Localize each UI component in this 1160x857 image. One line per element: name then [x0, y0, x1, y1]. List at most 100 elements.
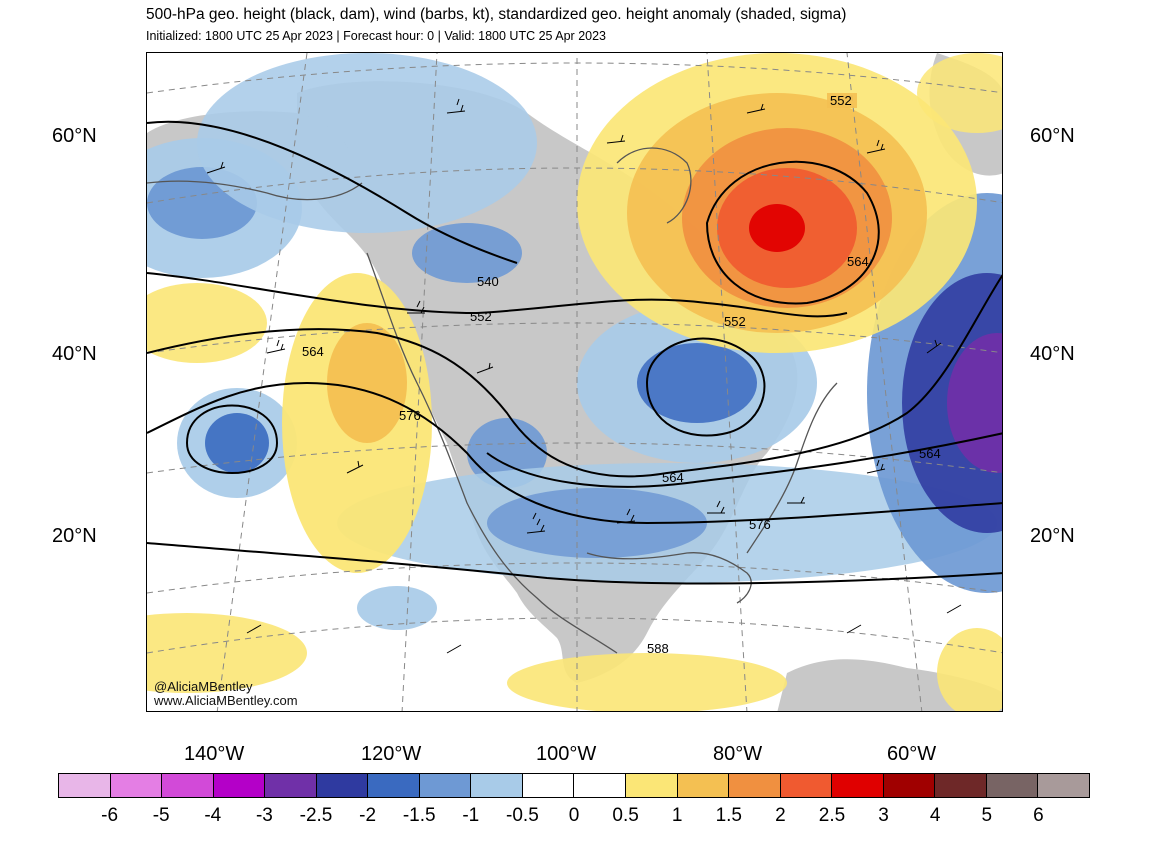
meridian-120w [401, 53, 438, 711]
wind-barb [616, 508, 636, 524]
anomaly-positive-baffin-core [749, 204, 805, 252]
coast-gulf [586, 552, 752, 604]
wind-barb [866, 139, 886, 154]
contour-label: 552 [830, 93, 852, 108]
wind-barb [476, 362, 494, 374]
colorbar-segment [316, 774, 369, 797]
contour-564 [147, 274, 1002, 478]
colorbar-segment [626, 774, 678, 797]
colorbar-tick-label: 2 [775, 805, 786, 826]
chart-title: 500-hPa geo. height (black, dam), wind (… [146, 6, 847, 23]
wind-barb [266, 339, 286, 354]
wind-barb [746, 103, 766, 114]
contour-576 [147, 381, 1002, 525]
colorbar-tick-label: -2.5 [299, 805, 333, 826]
colorbar-tick-label: 5 [981, 805, 993, 826]
contour-588 [147, 542, 1002, 585]
meridian-140w [216, 53, 308, 711]
height-contours [147, 120, 1002, 585]
wind-barb [866, 459, 886, 474]
lat-label-right-40n: 40°N [1030, 343, 1075, 365]
colorbar-tick-label: -1.5 [402, 805, 436, 826]
contour-label: 552 [470, 309, 492, 324]
anomaly-positive-west-coast-core [327, 323, 407, 443]
colorbar-segment [986, 774, 1039, 797]
anomaly-negative-canada [197, 53, 537, 233]
wind-barb [526, 512, 546, 534]
colorbar-segment [59, 774, 111, 797]
colorbar-segment [1038, 774, 1089, 797]
lon-label-140w: 140°W [184, 743, 245, 765]
chart-subtitle: Initialized: 1800 UTC 25 Apr 2023 | Fore… [146, 29, 606, 43]
wind-barb [787, 496, 805, 504]
wind-barb [446, 644, 462, 654]
contour-label: 540 [477, 274, 499, 289]
colorbar-tick-label: 3 [878, 805, 889, 826]
graticule [147, 53, 1002, 711]
contour-576-pacific [185, 404, 279, 474]
wind-barb [407, 300, 425, 314]
colorbar-tick-label: 1.5 [715, 805, 743, 826]
anomaly-negative-ohio-valley-core [637, 343, 757, 423]
contour-label-bg [827, 93, 857, 108]
contour-label: 564 [662, 470, 684, 485]
contour-564-south [486, 432, 1002, 488]
anomaly-positive-central-america [507, 653, 787, 711]
colorbar-tick-label: -2 [359, 805, 377, 826]
contour-label: 564 [302, 344, 324, 359]
contour-label: 576 [399, 408, 421, 423]
parallel-20n [147, 562, 1002, 594]
parallel-40n [147, 322, 1002, 354]
map-panel: 552 564 540 552 552 564 576 564 576 564 … [146, 52, 1003, 712]
colorbar [58, 773, 1090, 798]
contour-552-baffin [705, 160, 880, 305]
lat-label-left-60n: 60°N [52, 125, 97, 147]
parallel-60n [147, 62, 1002, 94]
credit-url: www.AliciaMBentley.com [154, 693, 298, 708]
colorbar-segment [419, 774, 472, 797]
wind-barb [246, 624, 262, 634]
anomaly-positive-south-atlantic [937, 628, 1002, 711]
parallel-50n [147, 167, 1002, 204]
anomaly-negative-caribbean [357, 586, 437, 630]
lon-label-80w: 80°W [713, 743, 763, 765]
colorbar-tick-label: -3 [255, 805, 273, 826]
colorbar-tick-label: 0 [568, 805, 580, 826]
colorbar-tick-label: -5 [152, 805, 170, 826]
map-plot: 552 564 540 552 552 564 576 564 576 564 … [147, 53, 1002, 711]
colorbar-segment [213, 774, 266, 797]
colorbar-segment [162, 774, 214, 797]
credit-text: @AliciaMBentley www.AliciaMBentley.com [154, 680, 298, 708]
colorbar-segment [780, 774, 833, 797]
colorbar-segment [265, 774, 317, 797]
colorbar-tick-label: 0.5 [612, 805, 639, 826]
colorbar-segment [110, 774, 163, 797]
contour-label: 564 [847, 254, 869, 269]
colorbar-segment [883, 774, 936, 797]
anomaly-positive-pacific-south [147, 613, 307, 693]
anomaly-negative-pacific-core [205, 413, 269, 473]
lon-label-120w: 120°W [361, 743, 422, 765]
wind-barb [606, 134, 626, 144]
colorbar-tick-label: -4 [204, 805, 222, 826]
anomaly-negative-atlantic-core [947, 333, 1002, 473]
colorbar-segment [522, 774, 575, 797]
wind-barb [846, 624, 862, 634]
anomaly-negative-bc [412, 223, 522, 283]
coastlines [147, 147, 838, 654]
lat-label-left-40n: 40°N [52, 343, 97, 365]
lon-label-100w: 100°W [536, 743, 597, 765]
meridian-60w [846, 53, 923, 711]
coast-hudson [616, 147, 692, 224]
anomaly-positive-pacific-north [147, 283, 267, 363]
wind-barb [707, 500, 725, 514]
colorbar-segment [471, 774, 523, 797]
wind-barb [946, 604, 962, 614]
wind-barb [446, 98, 466, 114]
wind-barb [926, 339, 942, 354]
lon-label-60w: 60°W [887, 743, 937, 765]
contour-label: 552 [724, 314, 746, 329]
colorbar-segment [368, 774, 420, 797]
wind-barb [346, 460, 364, 474]
contour-540 [147, 120, 518, 264]
